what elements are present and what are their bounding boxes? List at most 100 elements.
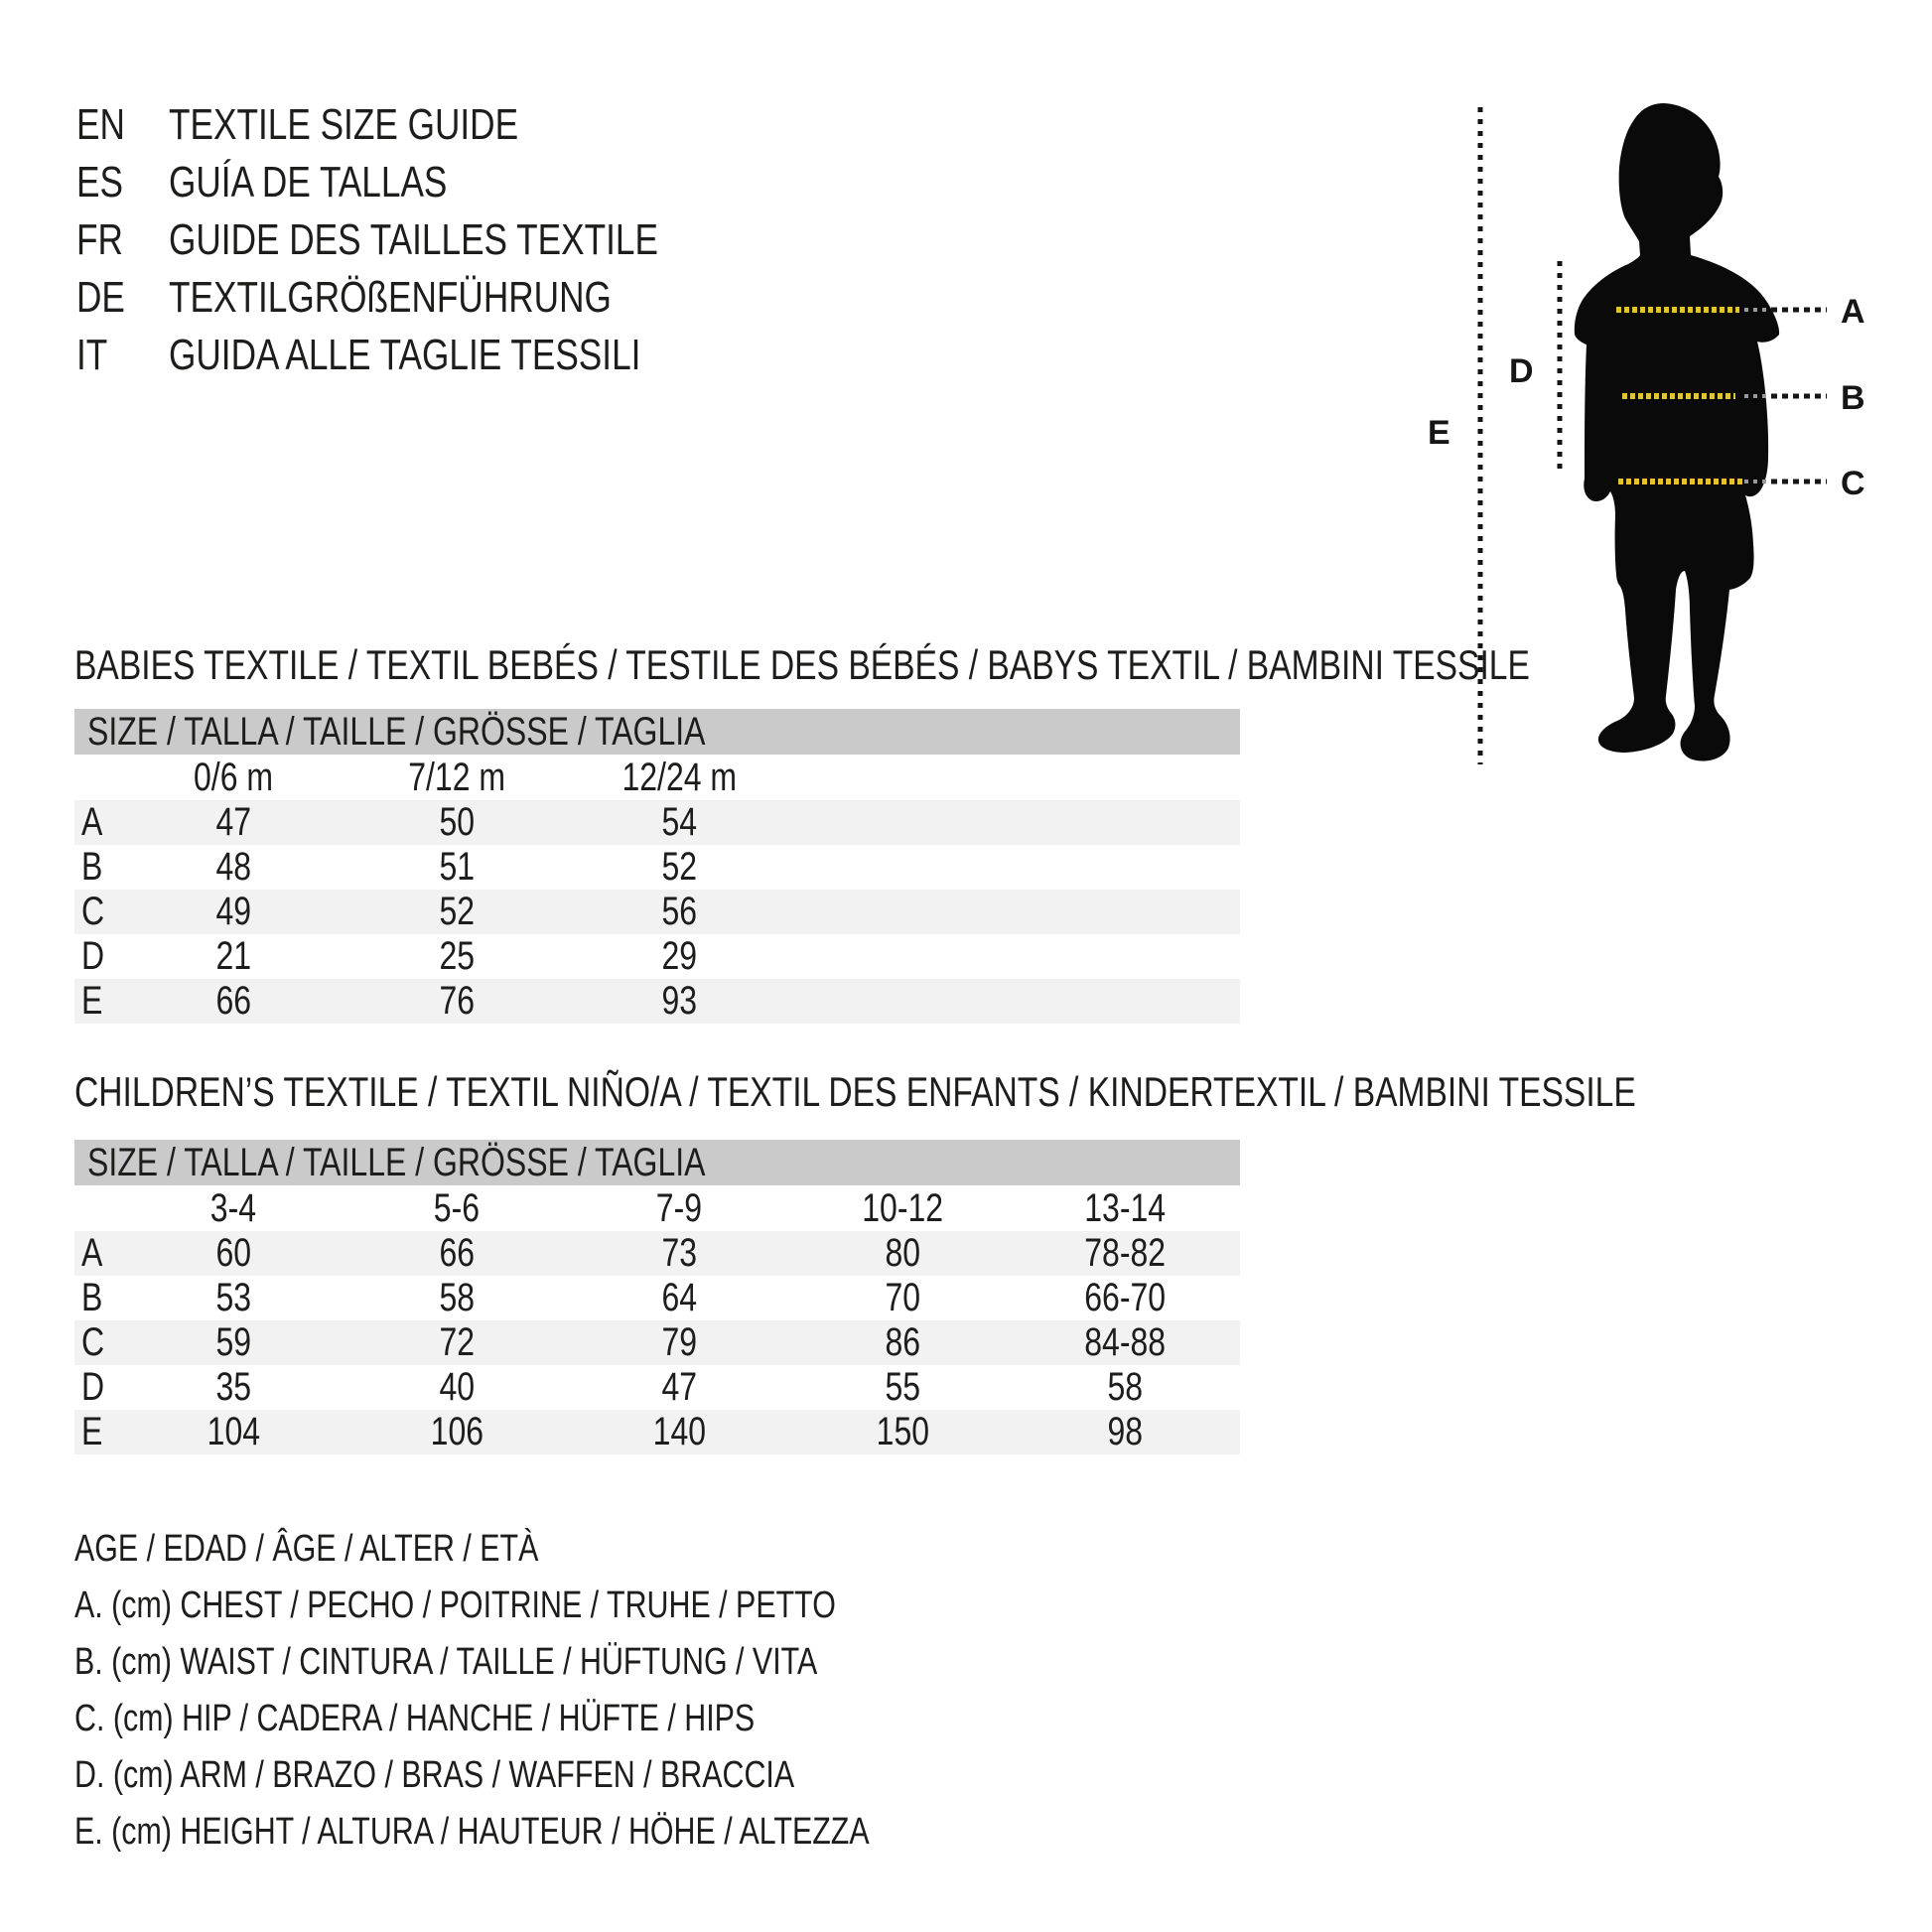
table-cell: 66-70	[1084, 1276, 1166, 1319]
table-cell: 70	[885, 1276, 920, 1319]
label-d: D	[1509, 352, 1534, 390]
children-section-title: CHILDREN’S TEXTILE / TEXTIL NIÑO/A / TEX…	[74, 1068, 1636, 1115]
measurement-figure: A B C D E	[1428, 103, 1865, 764]
table-row: A 47 50 54	[74, 800, 1240, 845]
legend-line-arm: D. (cm) ARM / BRAZO / BRAS / WAFFEN / BR…	[74, 1754, 795, 1796]
babies-section-title: BABIES TEXTILE / TEXTIL BEBÉS / TESTILE …	[74, 641, 1530, 688]
header-row-es: ES GUÍA DE TALLAS	[0, 154, 1191, 211]
table-cell: 66	[439, 1231, 475, 1275]
table-cell: 76	[439, 979, 475, 1023]
column-header: 12/24 m	[621, 756, 737, 799]
guide-title: GUIDE DES TAILLES TEXTILE	[169, 215, 658, 264]
lang-code: ES	[76, 158, 123, 207]
table-cell: 140	[652, 1410, 706, 1453]
row-label: D	[81, 1365, 105, 1409]
size-header-bar: SIZE / TALLA / TAILLE / GRÖSSE / TAGLIA	[74, 1140, 1240, 1185]
table-cell: 98	[1107, 1410, 1143, 1453]
child-silhouette	[1574, 103, 1780, 761]
row-label: E	[81, 979, 103, 1023]
table-cell: 150	[876, 1410, 929, 1453]
header-row-en: EN TEXTILE SIZE GUIDE	[0, 96, 1191, 154]
row-label: B	[81, 1276, 103, 1319]
babies-size-table: SIZE / TALLA / TAILLE / GRÖSSE / TAGLIA …	[74, 709, 1240, 1025]
column-header: 7/12 m	[408, 756, 505, 799]
table-cell: 52	[661, 845, 697, 889]
table-cell: 25	[439, 934, 475, 978]
table-cell: 93	[661, 979, 697, 1023]
lang-code: FR	[76, 215, 123, 264]
column-header: 13-14	[1084, 1186, 1166, 1230]
table-cell: 51	[439, 845, 475, 889]
table-cell: 29	[661, 934, 697, 978]
guide-title: TEXTILGRÖßENFÜHRUNG	[169, 273, 612, 322]
row-label: C	[81, 1320, 105, 1364]
table-cell: 47	[661, 1365, 697, 1409]
label-a: A	[1841, 293, 1865, 331]
table-row: B 48 51 52	[74, 845, 1240, 890]
legend-line-chest: A. (cm) CHEST / PECHO / POITRINE / TRUHE…	[74, 1585, 836, 1626]
guide-title: GUIDA ALLE TAGLIE TESSILI	[169, 331, 641, 379]
table-cell: 53	[215, 1276, 251, 1319]
table-cell: 84-88	[1084, 1320, 1166, 1364]
size-header-bar: SIZE / TALLA / TAILLE / GRÖSSE / TAGLIA	[74, 709, 1240, 755]
table-cell: 47	[215, 800, 251, 844]
row-label: A	[81, 1231, 103, 1275]
column-header: 0/6 m	[193, 756, 274, 799]
column-header: 10-12	[862, 1186, 943, 1230]
table-cell: 35	[215, 1365, 251, 1409]
table-cell: 54	[661, 800, 697, 844]
column-header: 7-9	[655, 1186, 703, 1230]
table-cell: 73	[661, 1231, 697, 1275]
guide-title: TEXTILE SIZE GUIDE	[169, 100, 519, 149]
guide-title: GUÍA DE TALLAS	[169, 158, 448, 207]
table-cell: 58	[439, 1276, 475, 1319]
row-label: D	[81, 934, 105, 978]
table-cell: 48	[215, 845, 251, 889]
table-cell: 58	[1107, 1365, 1143, 1409]
legend-line-age: AGE / EDAD / ÂGE / ALTER / ETÀ	[74, 1528, 539, 1570]
table-row: A 60 66 73 80 78-82	[74, 1231, 1240, 1276]
header-row-it: IT GUIDA ALLE TAGLIE TESSILI	[0, 327, 1191, 384]
row-label: E	[81, 1410, 103, 1453]
label-e: E	[1428, 414, 1450, 452]
column-header: 5-6	[433, 1186, 481, 1230]
lang-code: IT	[76, 331, 108, 379]
table-cell: 56	[661, 890, 697, 933]
header-row-de: DE TEXTILGRÖßENFÜHRUNG	[0, 269, 1191, 327]
label-c: C	[1841, 465, 1865, 502]
table-cell: 80	[885, 1231, 920, 1275]
label-b: B	[1841, 379, 1865, 417]
table-cell: 21	[215, 934, 251, 978]
table-cell: 64	[661, 1276, 697, 1319]
table-row: E 66 76 93	[74, 979, 1240, 1024]
table-row: B 53 58 64 70 66-70	[74, 1276, 1240, 1320]
table-cell: 78-82	[1084, 1231, 1166, 1275]
row-label: B	[81, 845, 103, 889]
legend-line-hip: C. (cm) HIP / CADERA / HANCHE / HÜFTE / …	[74, 1698, 756, 1739]
legend-line-waist: B. (cm) WAIST / CINTURA / TAILLE / HÜFTU…	[74, 1641, 818, 1683]
column-header: 3-4	[209, 1186, 257, 1230]
table-cell: 60	[215, 1231, 251, 1275]
header-row-fr: FR GUIDE DES TAILLES TEXTILE	[0, 211, 1191, 269]
table-cell: 106	[430, 1410, 483, 1453]
table-cell: 52	[439, 890, 475, 933]
row-label: A	[81, 800, 103, 844]
table-cell: 66	[215, 979, 251, 1023]
children-column-header-row: 3-4 5-6 7-9 10-12 13-14	[74, 1185, 1240, 1231]
babies-column-header-row: 0/6 m 7/12 m 12/24 m	[74, 755, 1240, 800]
table-cell: 59	[215, 1320, 251, 1364]
table-row: C 59 72 79 86 84-88	[74, 1320, 1240, 1365]
table-cell: 72	[439, 1320, 475, 1364]
size-header-label: SIZE / TALLA / TAILLE / GRÖSSE / TAGLIA	[87, 710, 706, 754]
children-size-table: SIZE / TALLA / TAILLE / GRÖSSE / TAGLIA …	[74, 1140, 1240, 1454]
table-row: D 35 40 47 55 58	[74, 1365, 1240, 1410]
size-header-label: SIZE / TALLA / TAILLE / GRÖSSE / TAGLIA	[87, 1141, 706, 1184]
table-row: E 104 106 140 150 98	[74, 1410, 1240, 1454]
table-cell: 55	[885, 1365, 920, 1409]
table-cell: 49	[215, 890, 251, 933]
lang-code: DE	[76, 273, 125, 322]
row-label: C	[81, 890, 105, 933]
table-cell: 104	[207, 1410, 260, 1453]
table-cell: 40	[439, 1365, 475, 1409]
